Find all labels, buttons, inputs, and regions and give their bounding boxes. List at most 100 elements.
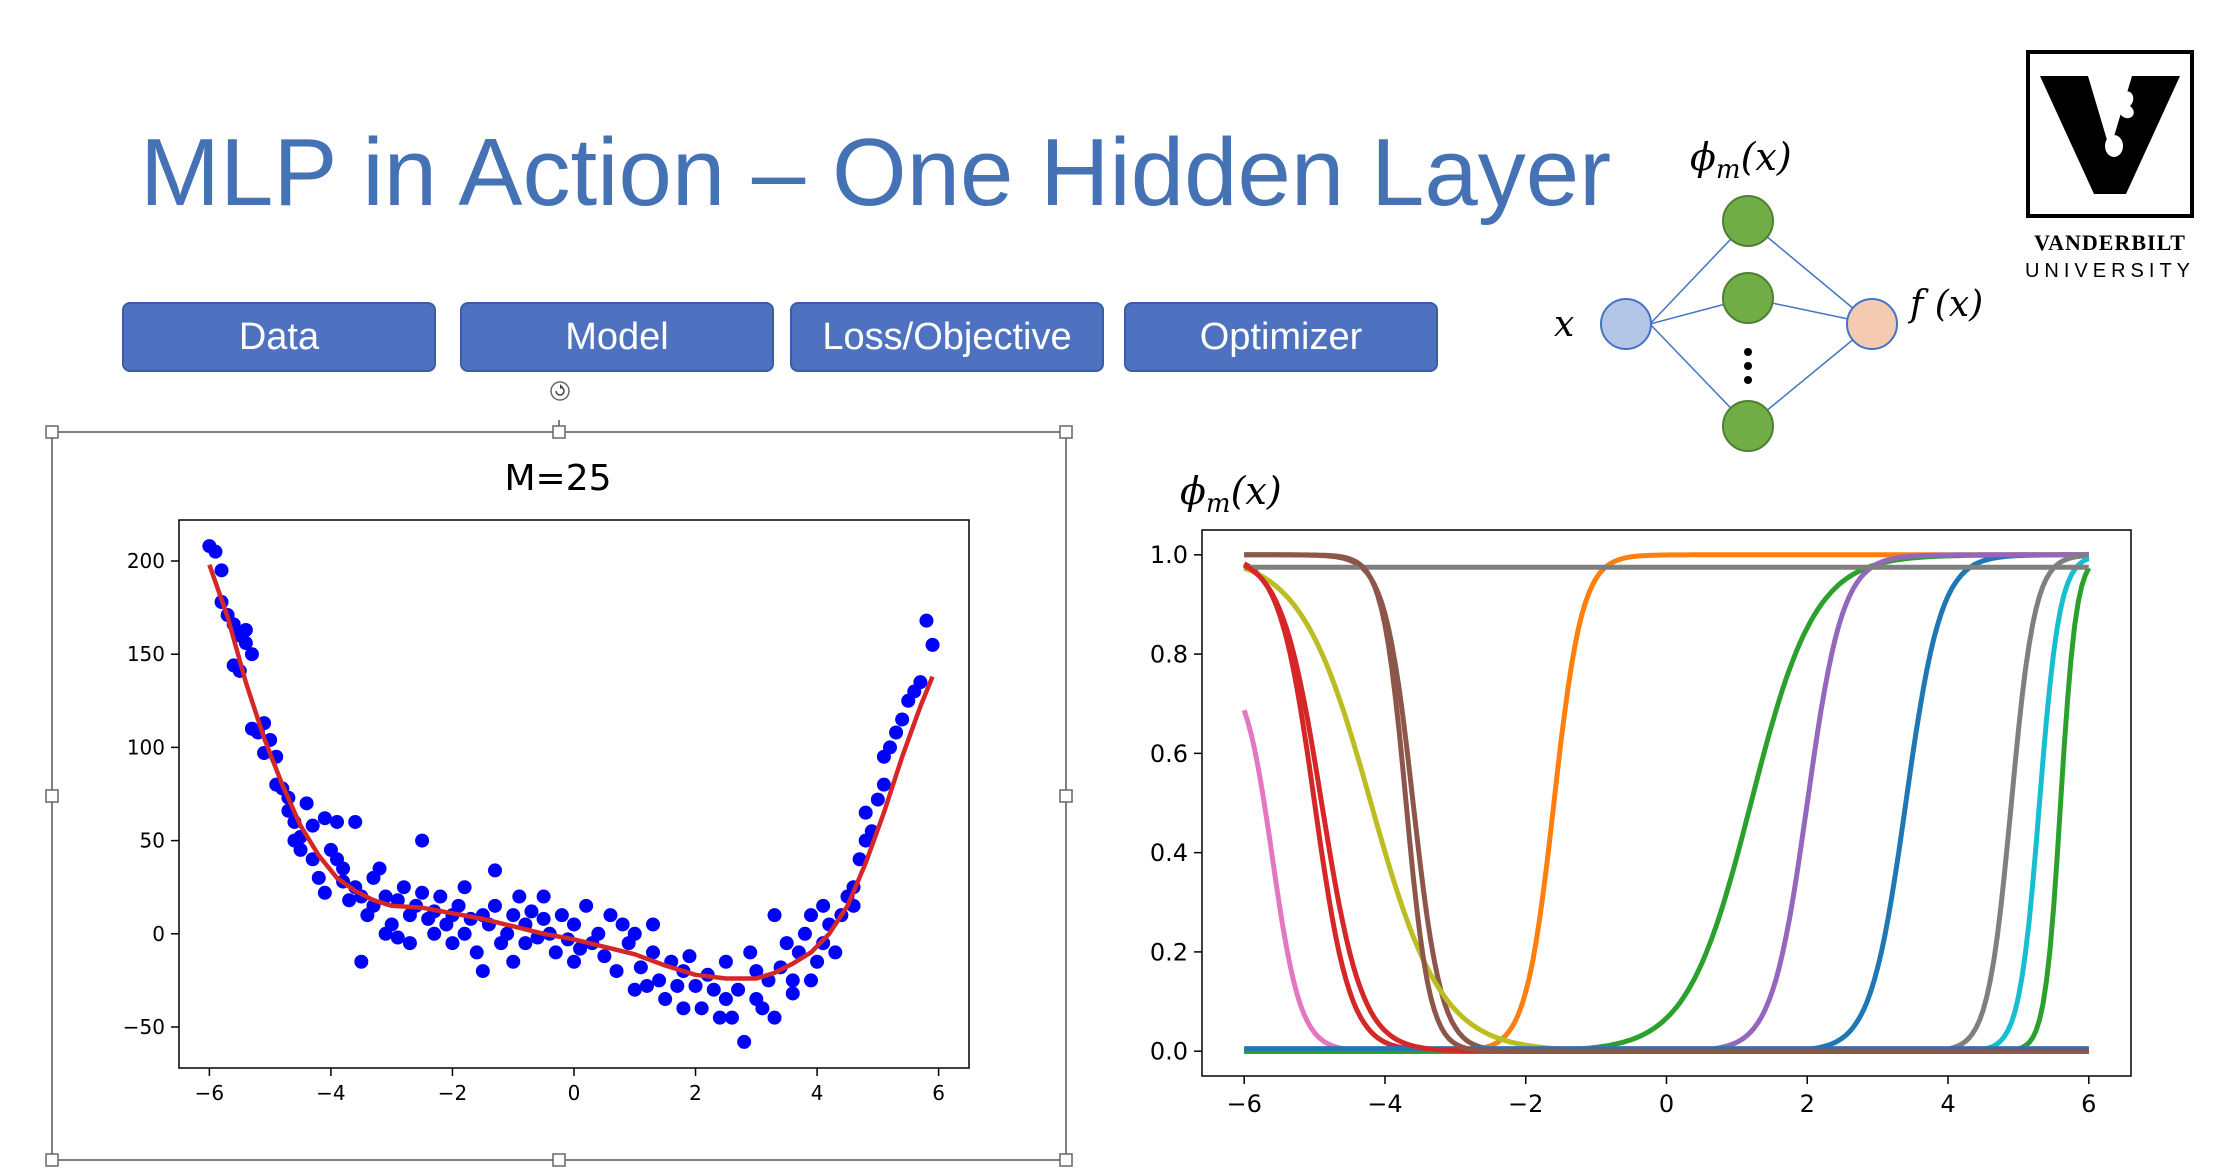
y-tick-label: 0.6 (1150, 740, 1188, 768)
x-tick-label: 2 (1800, 1090, 1815, 1118)
x-tick-label: 4 (811, 1081, 824, 1105)
scatter-point (591, 926, 606, 941)
scatter-point (876, 777, 891, 792)
scatter-point (749, 964, 764, 979)
x-tick-label: −6 (195, 1081, 224, 1105)
basis-curve (1241, 709, 2089, 1054)
scatter-point (415, 885, 430, 900)
scatter-point (342, 893, 357, 908)
scatter-point (238, 636, 253, 651)
scatter-point (883, 740, 897, 755)
scatter-point (925, 637, 940, 652)
scatter-point (639, 978, 654, 993)
scatter-point (500, 926, 515, 941)
scatter-point (402, 936, 417, 951)
scatter-point (390, 930, 405, 945)
vanderbilt-v-icon (2040, 76, 2180, 194)
scatter-point (627, 982, 642, 997)
model-button[interactable]: Model (460, 302, 774, 372)
resize-handles[interactable] (45, 425, 1073, 1167)
y-tick-label: 100 (127, 735, 165, 759)
scatter-point (354, 954, 369, 969)
scatter-point (646, 945, 660, 960)
plot-frame (178, 519, 970, 1069)
scatter-point (536, 889, 551, 904)
plot-marks (1241, 552, 2092, 1054)
scatter-point (889, 725, 904, 740)
y-tick-label: 0.2 (1150, 938, 1188, 966)
scatter-point (457, 926, 472, 941)
x-tick-label: 0 (568, 1081, 581, 1105)
scatter-point (573, 941, 588, 956)
scatter-point (396, 880, 411, 895)
y-tick-label: 0.4 (1150, 839, 1188, 867)
hidden-label: ϕm(x) (1690, 135, 1792, 185)
scatter-point (372, 861, 387, 876)
scatter-point (706, 982, 721, 997)
scatter-point (767, 908, 782, 923)
scatter-point (579, 898, 594, 913)
scatter-point (293, 842, 308, 857)
scatter-point (627, 926, 642, 941)
scatter-point (725, 1010, 739, 1025)
scatter-point (311, 870, 326, 885)
hidden-node-m (1722, 400, 1774, 452)
scatter-point (743, 945, 758, 960)
scatter-point (506, 908, 521, 923)
y-tick-label: −50 (123, 1015, 165, 1039)
y-tick-label: 50 (140, 829, 165, 853)
scatter-point (615, 917, 630, 932)
scatter-point (682, 949, 697, 964)
scatter-point (554, 908, 569, 923)
scatter-point (718, 954, 733, 969)
optimizer-button[interactable]: Optimizer (1124, 302, 1438, 372)
logo-text-university: UNIVERSITY (2024, 260, 2196, 282)
axis-ticks: −6 −4 −2 0 2 4 6 −50 0 50 100 150 200 (123, 549, 945, 1105)
loss-objective-button[interactable]: Loss/Objective (790, 302, 1104, 372)
scatter-point (737, 1034, 752, 1049)
x-tick-label: −2 (1508, 1090, 1543, 1118)
output-label: f (x) (1907, 284, 1983, 325)
x-tick-label: −4 (316, 1081, 345, 1105)
scatter-point (378, 889, 393, 904)
logo-text-vanderbilt: VANDERBILT (2034, 230, 2186, 255)
scatter-point (512, 889, 527, 904)
scatter-point (451, 898, 466, 913)
scatter-point (548, 945, 563, 960)
scatter-point (870, 792, 885, 807)
scatter-point (518, 936, 533, 951)
diagram-edges (1649, 220, 1873, 427)
y-tick-label: 200 (127, 549, 165, 573)
scatter-point (609, 964, 624, 979)
x-tick-label: 6 (932, 1081, 945, 1105)
scatter-point (475, 964, 490, 979)
scatter-point (731, 982, 746, 997)
basis-curve (1244, 552, 2089, 1054)
rotate-handle-icon[interactable] (549, 380, 571, 402)
fit-line (207, 563, 935, 981)
selection-frame[interactable] (40, 420, 1080, 1172)
x-tick-label: 0 (1659, 1090, 1674, 1118)
chart-title: ϕm(x) (1180, 469, 1282, 519)
scatter-point (785, 973, 800, 988)
scatter-point (238, 622, 253, 637)
mlp-diagram: ϕm(x) x f (x) (1554, 135, 1983, 452)
scatter-point (785, 986, 800, 1001)
plot-marks (202, 539, 940, 1049)
scatter-point (384, 917, 399, 932)
x-tick-label: −2 (438, 1081, 467, 1105)
scatter-point (712, 1010, 727, 1025)
scatter-point (767, 1010, 782, 1025)
scatter-point (317, 885, 332, 900)
chart-m25: M=25 −6 −4 −2 0 2 4 6 −50 0 50 100 150 200 (123, 458, 970, 1105)
data-button[interactable]: Data (122, 302, 436, 372)
scatter-point (779, 936, 794, 951)
scatter-point (852, 852, 867, 867)
scatter-point (603, 908, 618, 923)
scatter-point (330, 814, 344, 829)
scatter-point (469, 945, 484, 960)
input-label: x (1554, 304, 1574, 345)
scatter-point (718, 992, 733, 1007)
scatter-point (457, 880, 472, 895)
hidden-node-2 (1722, 272, 1774, 324)
